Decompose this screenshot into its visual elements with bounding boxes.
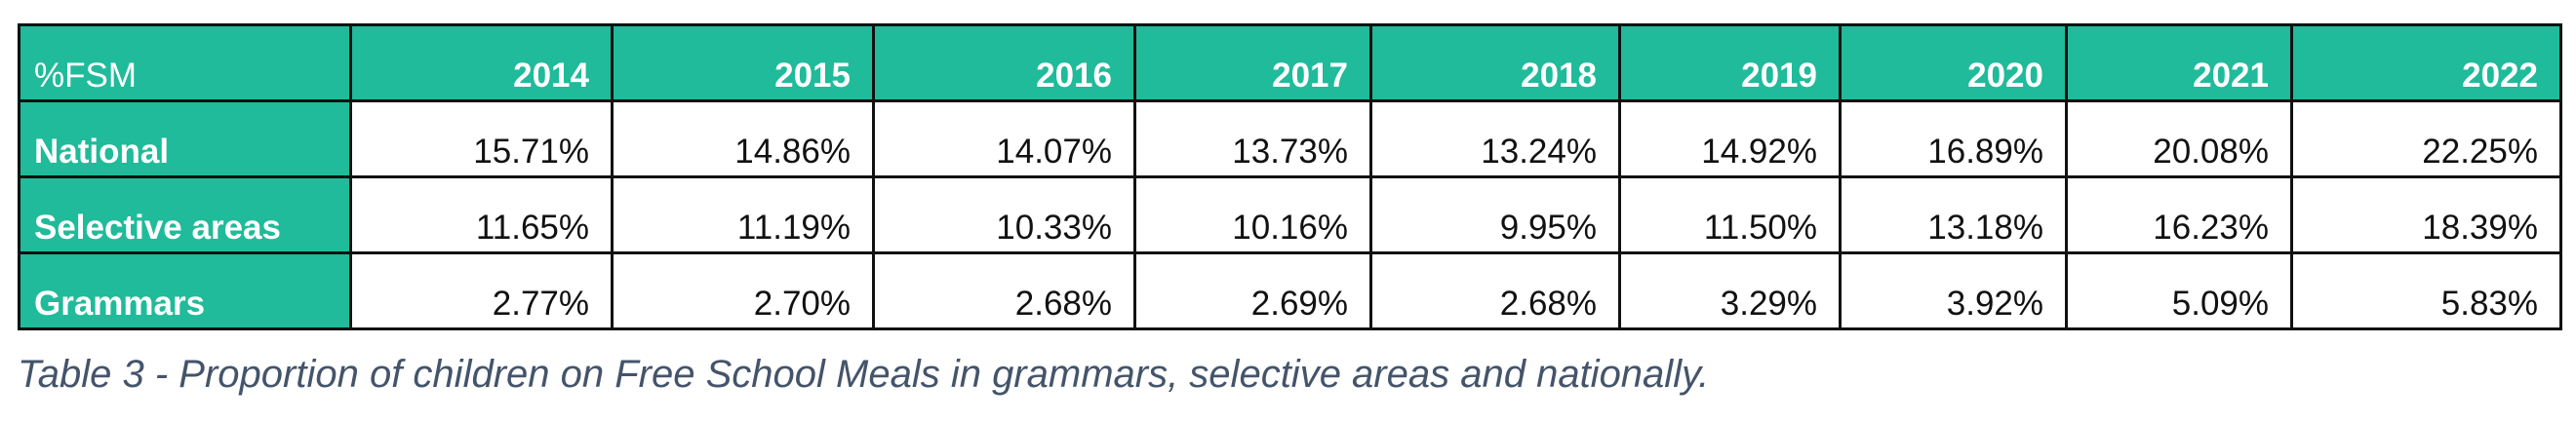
table-cell: 2.68% bbox=[872, 251, 1136, 330]
year-header: 2016 bbox=[872, 23, 1136, 102]
table-cell: 11.50% bbox=[1618, 175, 1842, 254]
table-cell: 14.92% bbox=[1618, 99, 1842, 178]
table-row: Grammars 2.77% 2.70% 2.68% 2.69% 2.68% 3… bbox=[18, 251, 2562, 330]
header-row: %FSM 2014 2015 2016 2017 2018 2019 2020 … bbox=[18, 23, 2562, 102]
row-label: National bbox=[18, 99, 352, 178]
table-cell: 14.07% bbox=[872, 99, 1136, 178]
table-cell: 2.68% bbox=[1369, 251, 1621, 330]
table-cell: 22.25% bbox=[2290, 99, 2562, 178]
table-cell: 20.08% bbox=[2065, 99, 2293, 178]
table-cell: 2.77% bbox=[349, 251, 614, 330]
year-header: 2020 bbox=[1839, 23, 2068, 102]
row-label: Selective areas bbox=[18, 175, 352, 254]
table-cell: 5.83% bbox=[2290, 251, 2562, 330]
table-cell: 3.29% bbox=[1618, 251, 1842, 330]
table-row: National 15.71% 14.86% 14.07% 13.73% 13.… bbox=[18, 99, 2562, 178]
table-cell: 5.09% bbox=[2065, 251, 2293, 330]
table-cell: 2.69% bbox=[1133, 251, 1372, 330]
table-cell: 18.39% bbox=[2290, 175, 2562, 254]
year-header: 2015 bbox=[611, 23, 875, 102]
table-cell: 2.70% bbox=[611, 251, 875, 330]
fsm-table: %FSM 2014 2015 2016 2017 2018 2019 2020 … bbox=[18, 23, 2562, 330]
table-cell: 13.18% bbox=[1839, 175, 2068, 254]
corner-label: %FSM bbox=[18, 23, 352, 102]
table-cell: 13.73% bbox=[1133, 99, 1372, 178]
table-cell: 11.65% bbox=[349, 175, 614, 254]
table-cell: 11.19% bbox=[611, 175, 875, 254]
table-cell: 3.92% bbox=[1839, 251, 2068, 330]
year-header: 2022 bbox=[2290, 23, 2562, 102]
year-header: 2018 bbox=[1369, 23, 1621, 102]
table-cell: 13.24% bbox=[1369, 99, 1621, 178]
table-cell: 15.71% bbox=[349, 99, 614, 178]
year-header: 2021 bbox=[2065, 23, 2293, 102]
table-cell: 10.33% bbox=[872, 175, 1136, 254]
year-header: 2019 bbox=[1618, 23, 1842, 102]
year-header: 2014 bbox=[349, 23, 614, 102]
table-row: Selective areas 11.65% 11.19% 10.33% 10.… bbox=[18, 175, 2562, 254]
row-label: Grammars bbox=[18, 251, 352, 330]
table-cell: 14.86% bbox=[611, 99, 875, 178]
fsm-table-container: %FSM 2014 2015 2016 2017 2018 2019 2020 … bbox=[18, 23, 2562, 330]
table-cell: 9.95% bbox=[1369, 175, 1621, 254]
table-cell: 10.16% bbox=[1133, 175, 1372, 254]
table-cell: 16.23% bbox=[2065, 175, 2293, 254]
table-caption: Table 3 - Proportion of children on Free… bbox=[18, 353, 1710, 396]
table-cell: 16.89% bbox=[1839, 99, 2068, 178]
year-header: 2017 bbox=[1133, 23, 1372, 102]
